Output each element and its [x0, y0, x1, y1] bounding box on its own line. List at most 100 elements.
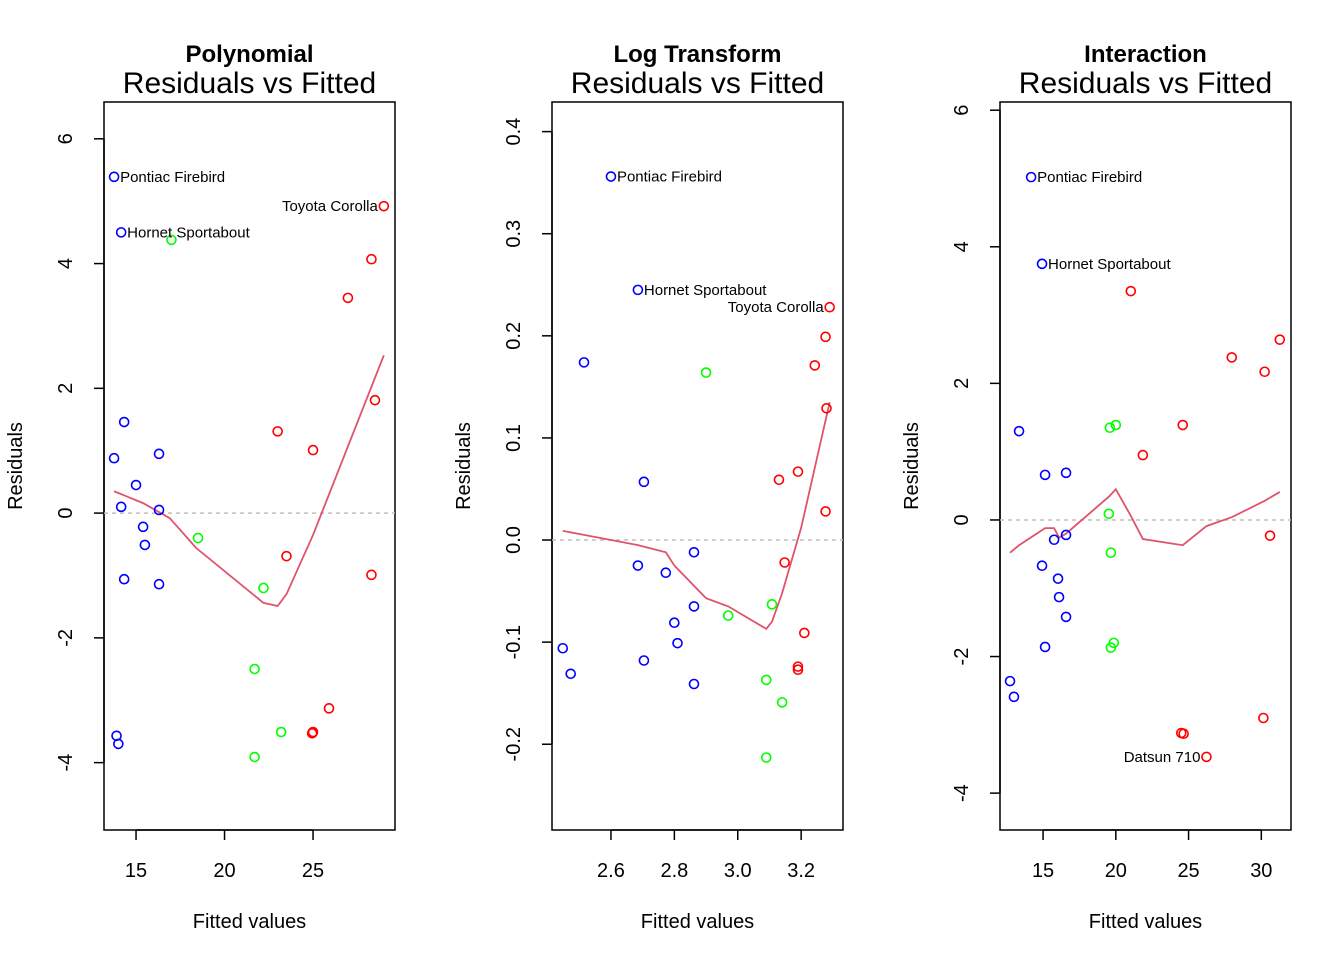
y-tick-label: 6: [951, 105, 973, 116]
data-point-blue: [1060, 529, 1072, 541]
data-point-green: [760, 752, 772, 763]
data-point-blue: [1039, 641, 1051, 653]
data-point-green: [776, 697, 788, 708]
data-point-blue: [1036, 560, 1048, 572]
y-tick-label: 0.1: [503, 424, 525, 452]
panel-title: Interaction: [1084, 41, 1207, 68]
y-tick-label: 2: [951, 378, 973, 389]
point-annotation: Hornet Sportabout: [127, 224, 250, 241]
data-point-red: [1137, 449, 1149, 461]
y-axis-label: Residuals: [901, 422, 923, 510]
data-point-red: [1274, 334, 1286, 345]
data-point-red: [773, 474, 785, 486]
y-axis-label: Residuals: [5, 422, 27, 510]
data-point-red: [779, 557, 790, 568]
data-point-blue: [578, 357, 590, 368]
data-point-red: [809, 360, 821, 371]
data-point-blue: [118, 573, 130, 585]
point-annotation: Toyota Corolla: [728, 299, 825, 316]
y-tick-label: 0: [951, 514, 973, 525]
data-point-green: [275, 726, 287, 738]
data-point-red: [1125, 285, 1137, 297]
point-annotation: Datsun 710: [1124, 749, 1201, 766]
data-point-green: [700, 367, 712, 378]
x-axis-label: Fitted values: [193, 911, 306, 933]
x-tick-label: 2.6: [597, 860, 625, 882]
data-point-blue: [113, 738, 124, 750]
x-tick-label: 20: [1105, 860, 1127, 882]
data-point-red: [1201, 751, 1212, 763]
point-annotation: Toyota Corolla: [282, 198, 379, 215]
y-tick-label: -4: [951, 784, 973, 802]
data-point-green: [1110, 419, 1122, 431]
y-tick-label: 0.0: [503, 526, 525, 554]
data-point-red: [1177, 419, 1189, 431]
y-tick-label: 6: [55, 133, 77, 144]
x-axis-label: Fitted values: [1089, 911, 1202, 933]
data-point-blue: [605, 171, 617, 182]
data-point-red: [306, 728, 318, 739]
data-point-blue: [1060, 611, 1072, 623]
y-tick-label: -0.1: [503, 625, 525, 659]
data-point-blue: [1052, 573, 1064, 584]
x-tick-label: 3.2: [787, 860, 815, 882]
data-point-red: [1259, 366, 1270, 378]
data-point-red: [366, 569, 377, 581]
data-point-green: [249, 663, 260, 675]
data-point-red: [378, 200, 390, 212]
data-point-blue: [1060, 467, 1072, 479]
y-tick-label: 4: [55, 258, 77, 269]
panel-title: Polynomial: [185, 41, 313, 68]
point-annotation: Hornet Sportabout: [644, 282, 767, 299]
data-point-blue: [669, 617, 680, 629]
data-point-blue: [632, 284, 644, 296]
data-point-blue: [1048, 534, 1060, 546]
data-point-red: [792, 661, 804, 672]
panel-subtitle: Residuals vs Fitted: [123, 67, 376, 100]
data-point-red: [1264, 530, 1276, 541]
y-tick-label: -2: [55, 629, 77, 647]
y-tick-label: 0.3: [503, 220, 525, 248]
y-axis-label: Residuals: [453, 422, 475, 510]
data-point-green: [249, 751, 260, 763]
x-tick-label: 3.0: [724, 860, 752, 882]
y-tick-label: 2: [55, 383, 77, 394]
data-point-blue: [660, 567, 672, 578]
x-axis-label: Fitted values: [641, 911, 754, 933]
data-point-red: [824, 301, 835, 313]
data-point-blue: [638, 655, 650, 666]
data-point-blue: [672, 637, 683, 649]
plot-frame: [999, 101, 1292, 831]
data-point-blue: [632, 560, 644, 571]
data-point-blue: [1036, 258, 1048, 270]
data-point-green: [766, 599, 778, 610]
data-point-blue: [688, 546, 700, 558]
point-annotation: Pontiac Firebird: [617, 169, 722, 186]
data-point-blue: [153, 448, 165, 460]
data-point-red: [1226, 352, 1238, 363]
data-point-red: [369, 394, 381, 406]
data-point-green: [258, 582, 269, 594]
data-point-blue: [688, 678, 700, 690]
y-tick-label: 4: [951, 241, 973, 252]
data-point-red: [307, 444, 319, 456]
y-tick-label: -0.2: [503, 727, 525, 761]
data-point-blue: [1025, 171, 1037, 183]
x-tick-label: 25: [1177, 860, 1199, 882]
data-point-red: [323, 703, 335, 714]
data-point-blue: [1039, 469, 1051, 481]
panel-subtitle: Residuals vs Fitted: [1019, 67, 1272, 100]
x-tick-label: 2.8: [660, 860, 688, 882]
data-point-green: [1103, 508, 1115, 520]
smooth-line: [562, 401, 831, 631]
data-point-blue: [1053, 591, 1065, 603]
data-point-red: [272, 426, 283, 437]
data-point-green: [192, 532, 204, 544]
data-point-blue: [108, 171, 120, 183]
data-point-blue: [688, 601, 700, 612]
data-point-red: [821, 403, 832, 414]
data-point-red: [820, 331, 831, 343]
